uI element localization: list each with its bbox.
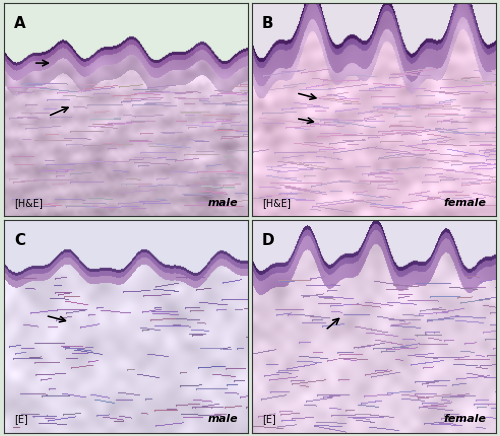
Text: C: C bbox=[14, 232, 25, 248]
Text: male: male bbox=[208, 198, 238, 208]
Text: [H&E]: [H&E] bbox=[14, 198, 42, 208]
Text: [E]: [E] bbox=[262, 414, 276, 424]
Text: female: female bbox=[444, 198, 486, 208]
Text: female: female bbox=[444, 414, 486, 424]
Text: A: A bbox=[14, 16, 26, 31]
Text: [H&E]: [H&E] bbox=[262, 198, 290, 208]
Text: B: B bbox=[262, 16, 274, 31]
Text: [E]: [E] bbox=[14, 414, 28, 424]
Text: male: male bbox=[208, 414, 238, 424]
Text: D: D bbox=[262, 232, 274, 248]
